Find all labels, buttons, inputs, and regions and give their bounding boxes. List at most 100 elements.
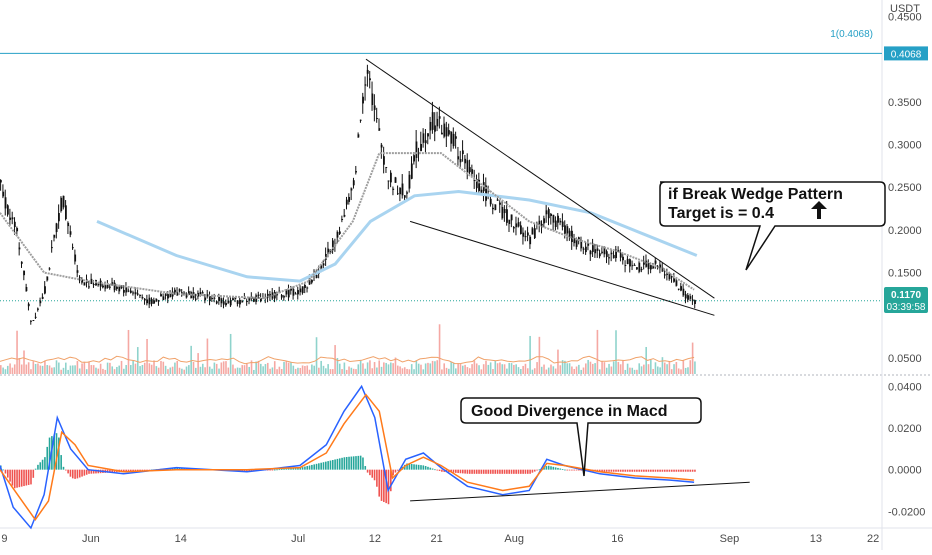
volume-bar bbox=[540, 366, 543, 374]
macd-histogram-bar bbox=[571, 469, 573, 471]
volume-bar bbox=[30, 369, 32, 374]
macd-histogram-bar bbox=[520, 469, 522, 474]
volume-bar bbox=[436, 360, 439, 374]
volume-bar bbox=[687, 367, 689, 374]
macd-histogram-bar bbox=[2, 469, 4, 471]
macd-histogram-bar bbox=[633, 469, 636, 472]
macd-histogram-bar bbox=[362, 457, 364, 470]
volume-bar bbox=[554, 368, 557, 374]
macd-histogram-bar bbox=[659, 469, 661, 472]
candle-body bbox=[290, 288, 292, 291]
candle-body bbox=[229, 300, 232, 306]
candle-body bbox=[146, 299, 149, 304]
candle-body bbox=[185, 295, 188, 298]
macd-histogram-bar bbox=[459, 469, 462, 474]
volume-bar bbox=[694, 361, 696, 374]
volume-bar bbox=[95, 367, 97, 374]
volume-bar bbox=[670, 369, 673, 374]
volume-bar bbox=[650, 359, 652, 374]
macd-histogram-bar bbox=[48, 437, 51, 470]
candle-body bbox=[92, 284, 95, 286]
volume-bar bbox=[83, 361, 86, 374]
volume-bar bbox=[357, 364, 360, 374]
candle-body bbox=[53, 234, 56, 238]
candle-body bbox=[466, 160, 469, 174]
macd-histogram-bar bbox=[380, 469, 383, 501]
volume-bar bbox=[39, 365, 42, 374]
volume-bar bbox=[162, 361, 165, 374]
candle-body bbox=[369, 78, 371, 81]
macd-histogram-bar bbox=[687, 469, 689, 472]
volume-bar bbox=[294, 368, 297, 374]
chart-overlay bbox=[365, 58, 750, 502]
macd-histogram-bar bbox=[9, 469, 11, 482]
candle-body bbox=[513, 227, 515, 229]
candle-body bbox=[208, 295, 211, 301]
candle-body bbox=[125, 287, 128, 293]
macd-histogram-bar bbox=[385, 469, 387, 504]
candle-body bbox=[18, 247, 21, 250]
macd-histogram-bar bbox=[136, 469, 139, 471]
volume-bar bbox=[236, 367, 239, 374]
macd-histogram-bar bbox=[466, 469, 469, 474]
candle-body bbox=[654, 260, 657, 264]
candle-body bbox=[32, 320, 35, 322]
candle-body bbox=[23, 270, 26, 276]
macd-histogram-bar bbox=[390, 469, 392, 492]
volume-bar bbox=[640, 366, 643, 374]
volume-bar bbox=[578, 364, 580, 374]
macd-histogram-bar bbox=[501, 469, 504, 474]
macd-histogram-bar bbox=[480, 469, 483, 474]
candle-body bbox=[271, 292, 274, 299]
macd-histogram-bar bbox=[18, 469, 21, 488]
candle-body bbox=[266, 293, 269, 298]
candle-body bbox=[638, 262, 641, 272]
volume-bar bbox=[81, 363, 83, 374]
time-tick-label: 21 bbox=[430, 533, 442, 545]
macd-histogram-bar bbox=[461, 469, 464, 474]
candle-body bbox=[99, 280, 102, 287]
candle-body bbox=[492, 207, 494, 210]
volume-bar bbox=[285, 361, 288, 374]
macd-histogram-bar bbox=[364, 466, 367, 470]
macd-histogram-bar bbox=[656, 469, 659, 472]
candle-body bbox=[6, 205, 9, 215]
volume-bar bbox=[452, 363, 455, 374]
volume-bar bbox=[197, 353, 199, 374]
candle-body bbox=[494, 204, 497, 210]
macd-histogram-bar bbox=[547, 465, 550, 470]
macd-histogram-bar bbox=[246, 469, 248, 472]
candle-body bbox=[195, 298, 197, 300]
macd-histogram-bar bbox=[352, 456, 355, 470]
volume-bar bbox=[545, 369, 548, 374]
macd-histogram-bar bbox=[4, 469, 7, 474]
volume-bar bbox=[255, 361, 257, 374]
candle-body bbox=[373, 105, 376, 110]
macd-histogram-bar bbox=[526, 469, 529, 474]
volume-bar bbox=[143, 362, 146, 374]
pair-label: USDT bbox=[890, 3, 920, 15]
candle-body bbox=[280, 294, 283, 298]
volume-bar bbox=[280, 368, 283, 374]
volume-bar bbox=[85, 369, 88, 374]
macd-histogram-bar bbox=[71, 469, 74, 479]
candle-body bbox=[44, 286, 46, 294]
macd-histogram-bar bbox=[464, 469, 466, 474]
candle-body bbox=[564, 225, 566, 234]
volume-bar bbox=[499, 362, 501, 374]
callout-line-2: Target is = 0.4 bbox=[668, 205, 774, 222]
candle-body bbox=[431, 112, 434, 130]
candle-body bbox=[464, 158, 467, 164]
macd-histogram-bar bbox=[422, 465, 425, 470]
candle-body bbox=[622, 256, 624, 261]
candle-body bbox=[104, 285, 107, 289]
candle-body bbox=[506, 209, 508, 223]
candle-body bbox=[501, 207, 504, 219]
volume-bar bbox=[199, 366, 202, 374]
macd-histogram-bar bbox=[290, 468, 292, 470]
wedge-upper-line bbox=[365, 58, 715, 299]
candle-body bbox=[246, 300, 248, 303]
volume-bar bbox=[74, 365, 76, 374]
volume-bar bbox=[250, 360, 253, 374]
candle-body bbox=[401, 183, 404, 196]
